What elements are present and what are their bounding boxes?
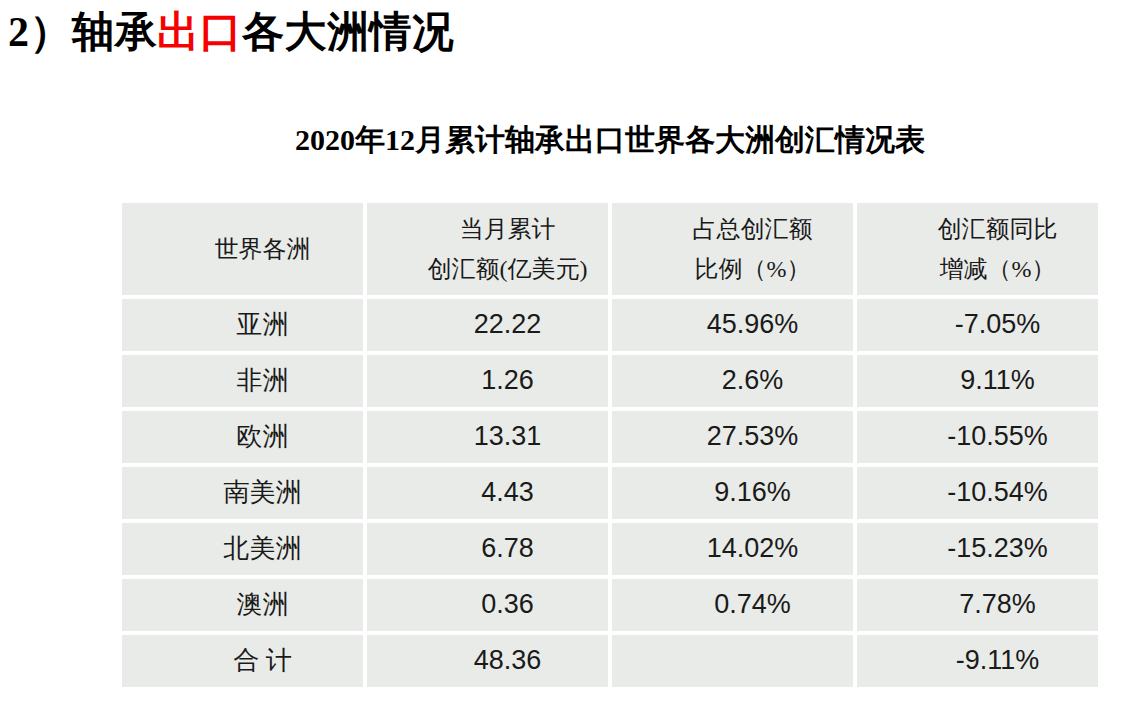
continent-cell: 北美洲 — [122, 523, 363, 575]
share-cell — [612, 635, 853, 687]
header-line: 当月累计 — [407, 209, 608, 249]
amount-cell: 13.31 — [367, 411, 608, 463]
table-row: 南美洲 4.43 9.16% -10.54% — [122, 467, 1098, 519]
continents-export-table: 世界各洲 当月累计 创汇额(亿美元) 占总创汇额 比例（%） 创汇额同比 增减（… — [118, 199, 1102, 691]
column-header-yoy: 创汇额同比 增减（%） — [857, 203, 1098, 295]
column-header-amount: 当月累计 创汇额(亿美元) — [367, 203, 608, 295]
amount-cell: 1.26 — [367, 355, 608, 407]
continent-cell: 欧洲 — [122, 411, 363, 463]
column-header-share: 占总创汇额 比例（%） — [612, 203, 853, 295]
table-row: 非洲 1.26 2.6% 9.11% — [122, 355, 1098, 407]
share-cell: 2.6% — [612, 355, 853, 407]
amount-cell: 4.43 — [367, 467, 608, 519]
yoy-cell: -15.23% — [857, 523, 1098, 575]
yoy-cell: 7.78% — [857, 579, 1098, 631]
share-cell: 27.53% — [612, 411, 853, 463]
continent-cell: 澳洲 — [122, 579, 363, 631]
amount-cell: 22.22 — [367, 299, 608, 351]
share-cell: 0.74% — [612, 579, 853, 631]
table-title: 2020年12月累计轴承出口世界各大洲创汇情况表 — [118, 122, 1102, 158]
share-cell: 9.16% — [612, 467, 853, 519]
header-line: 比例（%） — [652, 249, 853, 289]
yoy-cell: 9.11% — [857, 355, 1098, 407]
continent-cell: 合 计 — [122, 635, 363, 687]
slide-heading: 2）轴承出口各大洲情况 — [8, 6, 1138, 59]
table-row: 亚洲 22.22 45.96% -7.05% — [122, 299, 1098, 351]
share-cell: 45.96% — [612, 299, 853, 351]
table-row: 澳洲 0.36 0.74% 7.78% — [122, 579, 1098, 631]
header-line: 增减（%） — [897, 249, 1098, 289]
continent-cell: 非洲 — [122, 355, 363, 407]
amount-cell: 0.36 — [367, 579, 608, 631]
amount-cell: 6.78 — [367, 523, 608, 575]
table-row-total: 合 计 48.36 -9.11% — [122, 635, 1098, 687]
header-line: 占总创汇额 — [652, 209, 853, 249]
column-header-continent: 世界各洲 — [122, 203, 363, 295]
share-cell: 14.02% — [612, 523, 853, 575]
continent-cell: 南美洲 — [122, 467, 363, 519]
table-header-row: 世界各洲 当月累计 创汇额(亿美元) 占总创汇额 比例（%） 创汇额同比 增减（… — [122, 203, 1098, 295]
yoy-cell: -9.11% — [857, 635, 1098, 687]
heading-export-highlight: 出口 — [157, 9, 242, 55]
header-line: 创汇额(亿美元) — [407, 249, 608, 289]
heading-text-left: 2）轴承 — [8, 9, 157, 55]
table-row: 北美洲 6.78 14.02% -15.23% — [122, 523, 1098, 575]
header-line: 世界各洲 — [162, 229, 363, 269]
header-line: 创汇额同比 — [897, 209, 1098, 249]
yoy-cell: -10.54% — [857, 467, 1098, 519]
continent-cell: 亚洲 — [122, 299, 363, 351]
table-row: 欧洲 13.31 27.53% -10.55% — [122, 411, 1098, 463]
yoy-cell: -10.55% — [857, 411, 1098, 463]
heading-text-right: 各大洲情况 — [242, 9, 455, 55]
amount-cell: 48.36 — [367, 635, 608, 687]
yoy-cell: -7.05% — [857, 299, 1098, 351]
